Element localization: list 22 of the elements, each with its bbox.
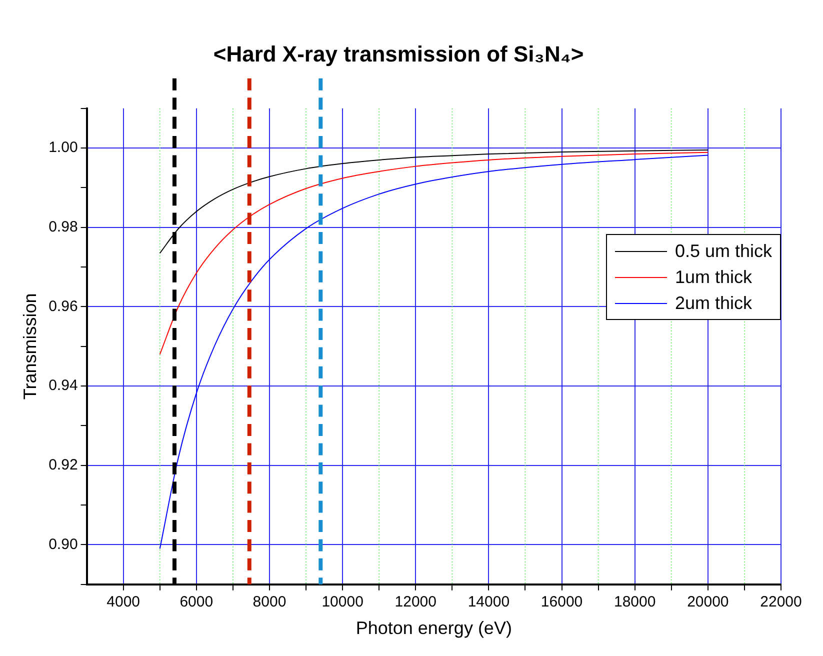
legend-label: 0.5 um thick — [674, 240, 772, 264]
x-tick-label: 8000 — [252, 594, 286, 611]
y-tick-label: 0.94 — [48, 377, 78, 394]
x-tick-label: 6000 — [180, 594, 214, 611]
legend-label: 1um thick — [674, 266, 752, 290]
x-tick-label: 20000 — [687, 594, 729, 611]
y-tick-label: 0.92 — [48, 456, 78, 474]
x-tick-label: 18000 — [614, 594, 656, 611]
y-tick-label: 1.00 — [48, 139, 78, 156]
x-tick-label: 14000 — [468, 594, 510, 611]
x-axis-title: Photon energy (eV) — [356, 618, 512, 638]
y-tick-label: 0.90 — [48, 536, 78, 553]
chart-title: <Hard X-ray transmission of Si₃N₄> — [213, 41, 584, 66]
legend-label: 2um thick — [674, 292, 752, 316]
y-tick-label: 0.98 — [48, 218, 78, 236]
x-tick-label: 12000 — [394, 594, 436, 611]
x-tick-label: 16000 — [540, 594, 583, 611]
x-tick-label: 10000 — [322, 594, 364, 611]
y-tick-label: 0.96 — [48, 298, 78, 315]
x-tick-label: 22000 — [760, 594, 802, 611]
y-axis-title: Transmission — [20, 293, 40, 400]
x-tick-label: 4000 — [106, 594, 140, 611]
